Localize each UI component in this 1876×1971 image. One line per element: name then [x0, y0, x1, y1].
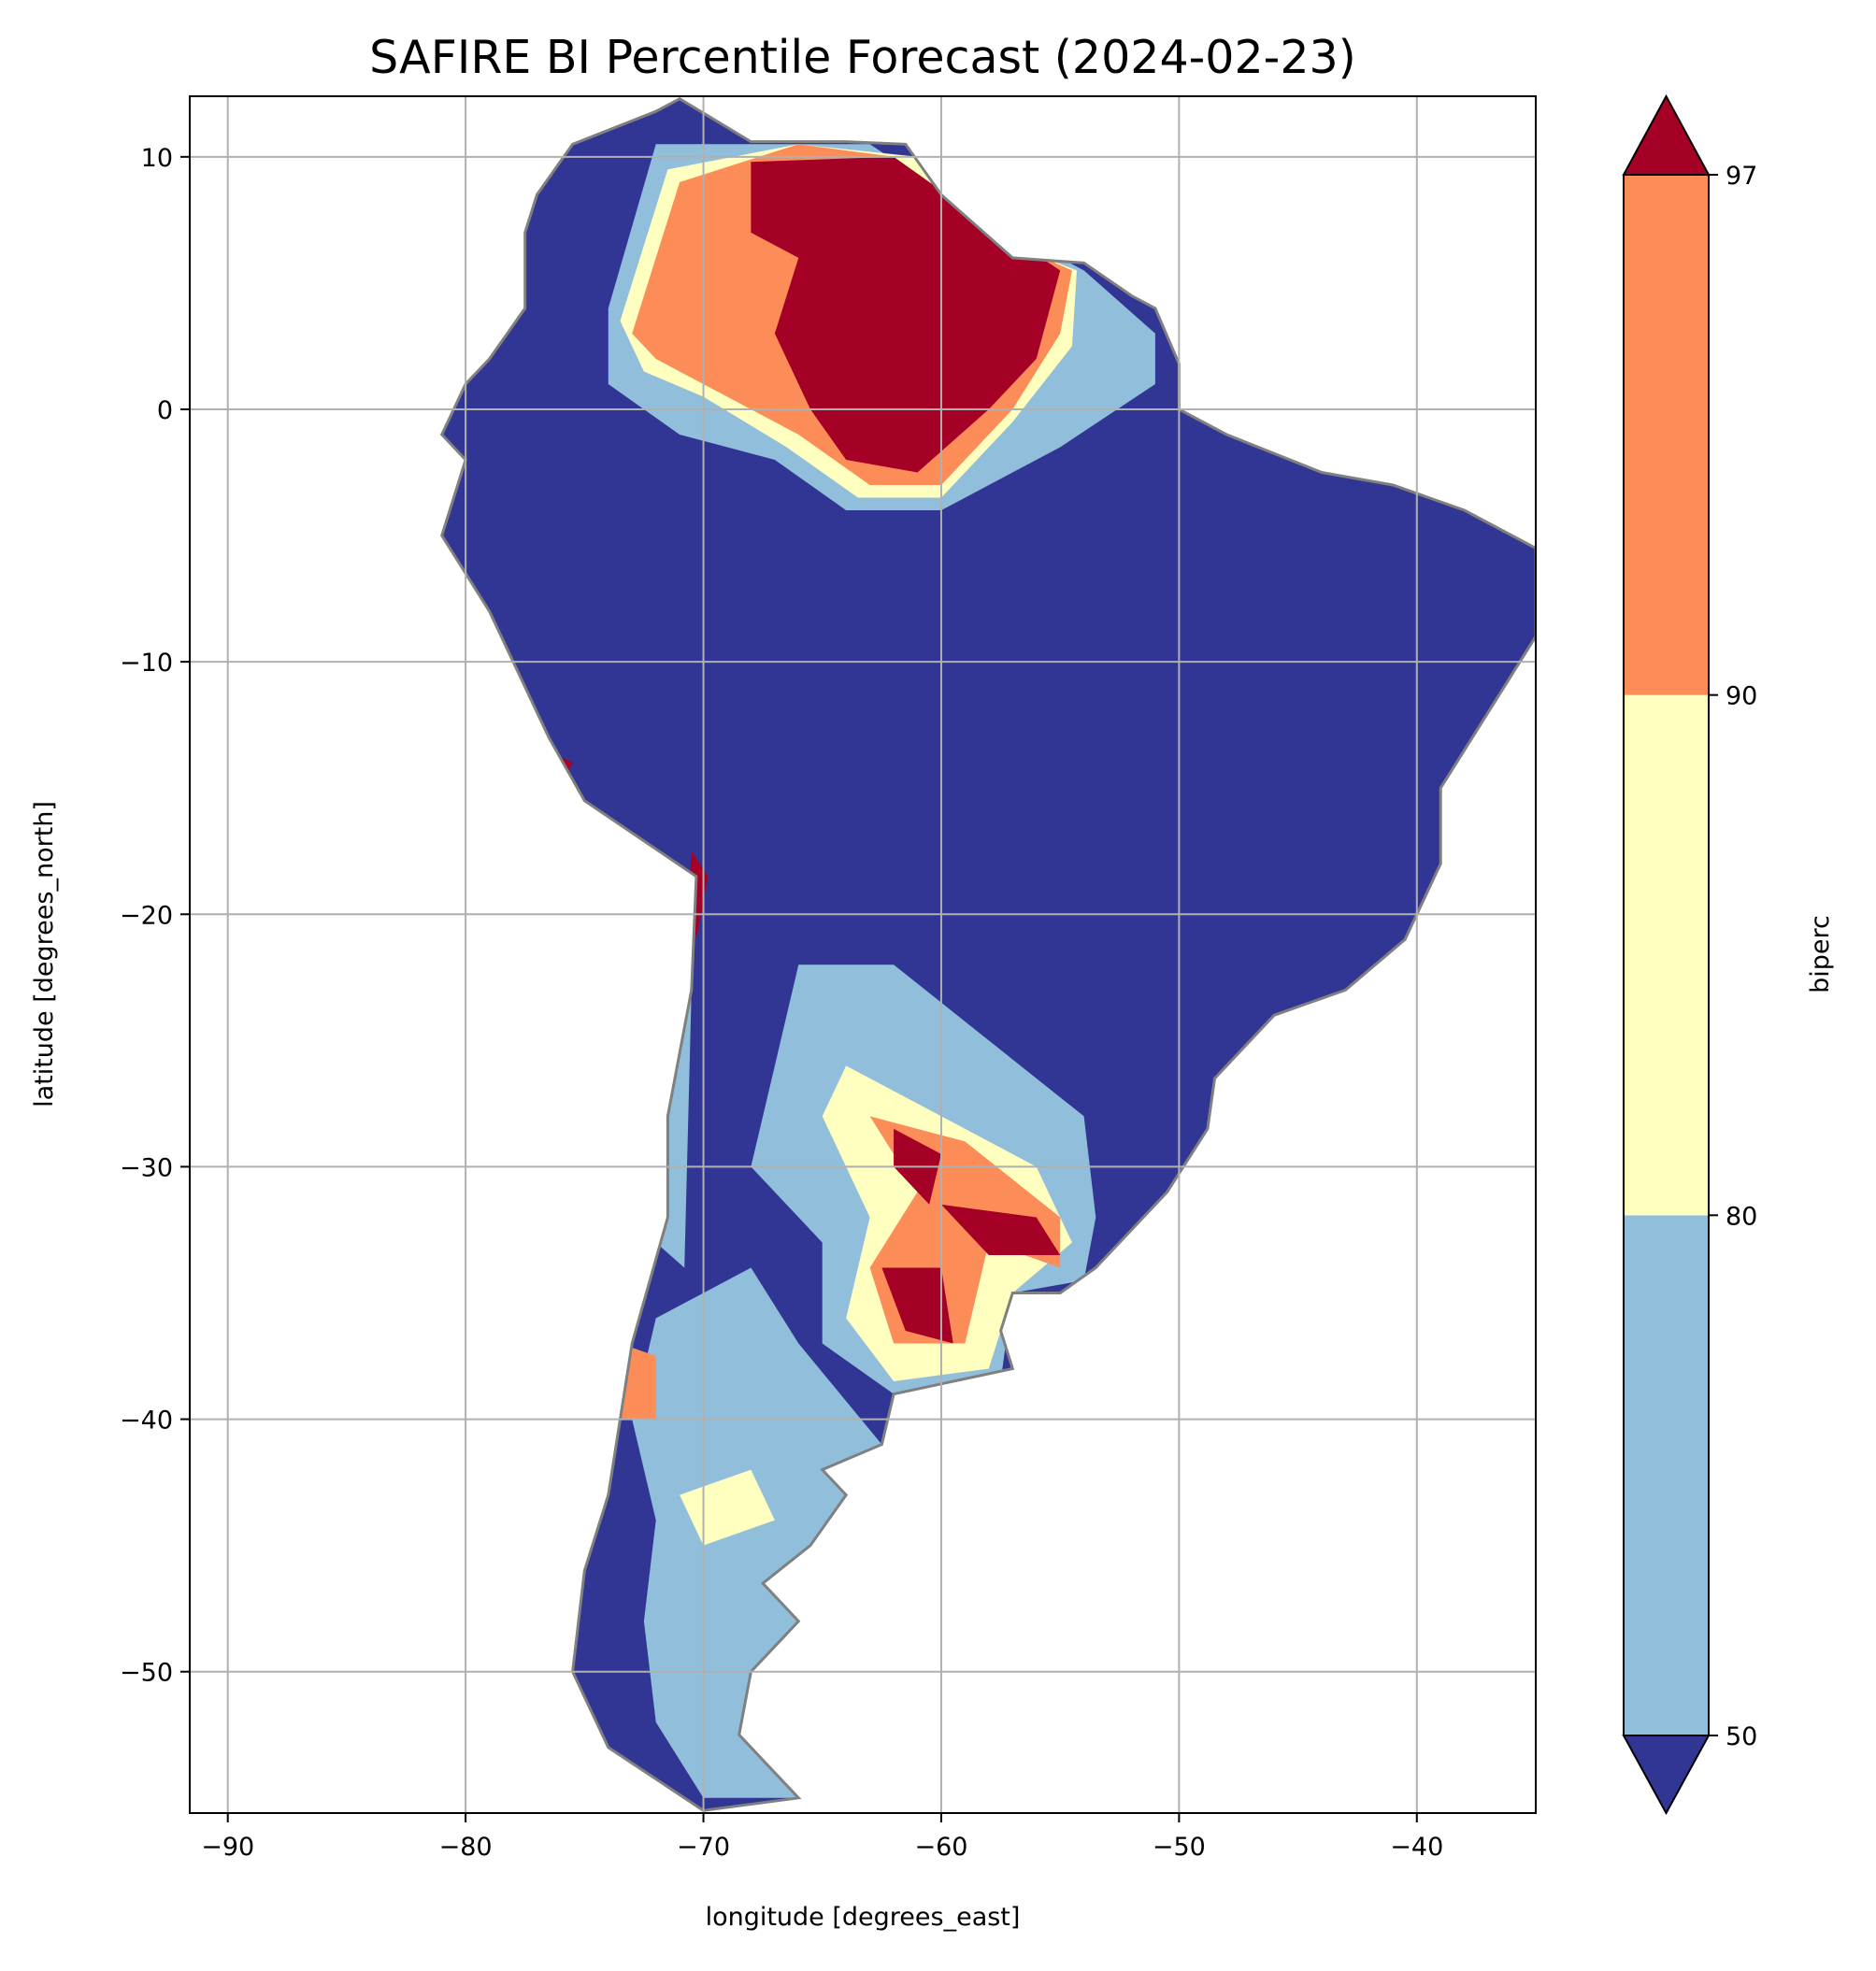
colorbar-segment-90-97	[1624, 175, 1709, 695]
y-tick-label: −10	[120, 649, 173, 678]
colorbar-tick-label: 80	[1726, 1202, 1757, 1231]
chart-title: SAFIRE BI Percentile Forecast (2024-02-2…	[369, 31, 1356, 84]
colorbar: 50 80 90 97	[1622, 93, 1757, 1816]
x-axis-label: longitude [degrees_east]	[706, 1903, 1021, 1932]
x-tick-label: −90	[201, 1833, 254, 1862]
y-tick-label: 0	[157, 396, 173, 425]
region-above-97	[941, 1204, 1061, 1255]
y-tick-label: −30	[120, 1153, 173, 1182]
colorbar-frame	[1623, 174, 1710, 1736]
y-tick-label: −20	[120, 901, 173, 930]
region-above-97	[751, 156, 1061, 473]
x-tick-label: −60	[914, 1833, 967, 1862]
x-tick-label: −80	[439, 1833, 493, 1862]
x-tick-label: −50	[1153, 1833, 1206, 1862]
colorbar-extend-max	[1622, 93, 1711, 176]
y-tick-label: −40	[120, 1407, 173, 1435]
map-layer	[439, 96, 1536, 1812]
y-tick-label: −50	[120, 1659, 173, 1688]
region-50-80	[632, 1267, 882, 1798]
x-tick-label: −70	[677, 1833, 730, 1862]
colorbar-label: biperc	[1806, 915, 1835, 993]
region-above-97	[881, 1267, 953, 1344]
colorbar-tick-label: 50	[1726, 1722, 1757, 1751]
plot-area: −90 −80 −70 −60 −50 −40 10 0 −10 −20 −30 −40 −50	[120, 95, 1537, 1862]
colorbar-tick-label: 90	[1726, 682, 1757, 711]
colorbar-extend-min	[1622, 1735, 1711, 1816]
colorbar-segment-80-90	[1624, 694, 1709, 1216]
colorbar-tick-label: 97	[1726, 162, 1757, 191]
y-axis-label: latitude [degrees_north]	[30, 801, 59, 1107]
colorbar-segment-50-80	[1624, 1215, 1709, 1735]
plot-frame	[189, 95, 1537, 1814]
x-tick-label: −40	[1390, 1833, 1443, 1862]
coastline	[439, 96, 1536, 1812]
y-tick-label: 10	[141, 144, 173, 173]
